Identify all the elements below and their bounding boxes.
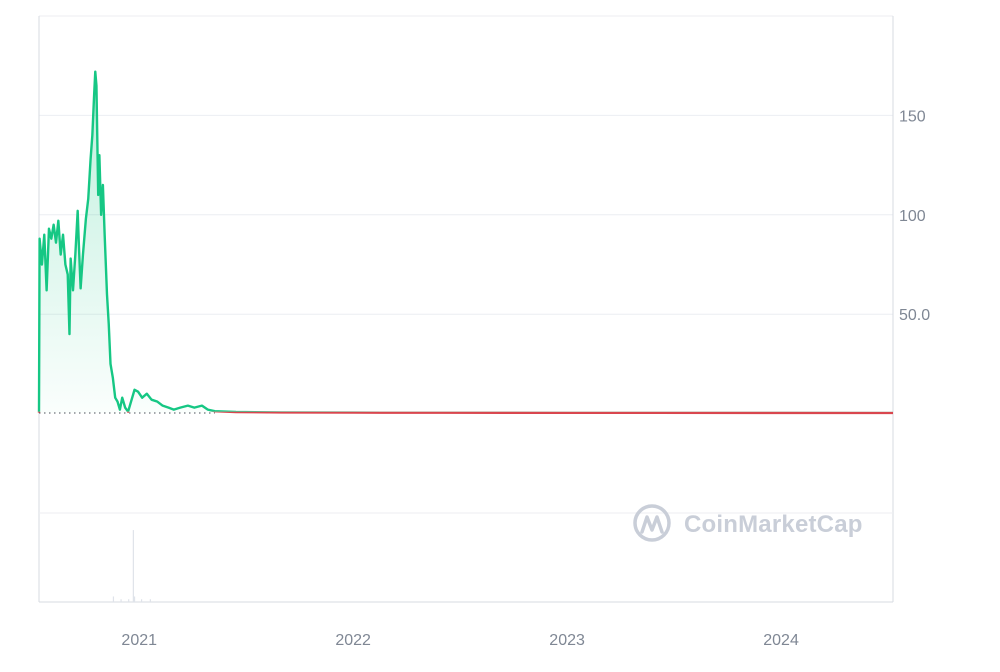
grid-lines bbox=[39, 114, 893, 315]
x-tick-label-2024: 2024 bbox=[763, 632, 799, 649]
volume-bar-5 bbox=[140, 599, 143, 602]
x-tick-label-2021: 2021 bbox=[121, 632, 157, 649]
volume-bar-2 bbox=[128, 599, 130, 602]
x-tick-label-2022: 2022 bbox=[335, 632, 371, 649]
price-line-above-baseline bbox=[37, 70, 894, 412]
price-line-below-baseline bbox=[37, 411, 894, 415]
volume-bar-1 bbox=[120, 599, 122, 602]
x-axis-ticks: 2021 2022 2023 2024 bbox=[121, 632, 799, 649]
y-tick-label-100: 100 bbox=[899, 208, 926, 225]
y-tick-label-50.0: 50.0 bbox=[899, 307, 930, 324]
x-tick-label-2023: 2023 bbox=[549, 632, 585, 649]
y-tick-label-150: 150 bbox=[899, 108, 926, 125]
volume-bar-3 bbox=[132, 530, 134, 602]
volume-bar-6 bbox=[149, 599, 151, 602]
y-axis-ticks: 150 100 50.0 bbox=[899, 108, 930, 324]
price-area-fill bbox=[39, 71, 893, 413]
coinmarketcap-watermark: CoinMarketCap bbox=[633, 504, 863, 542]
coinmarketcap-logo-icon bbox=[633, 504, 671, 542]
volume-bar-4 bbox=[133, 596, 136, 602]
volume-bars bbox=[112, 530, 151, 602]
watermark-text: CoinMarketCap bbox=[684, 511, 863, 538]
volume-bar-0 bbox=[112, 596, 115, 602]
